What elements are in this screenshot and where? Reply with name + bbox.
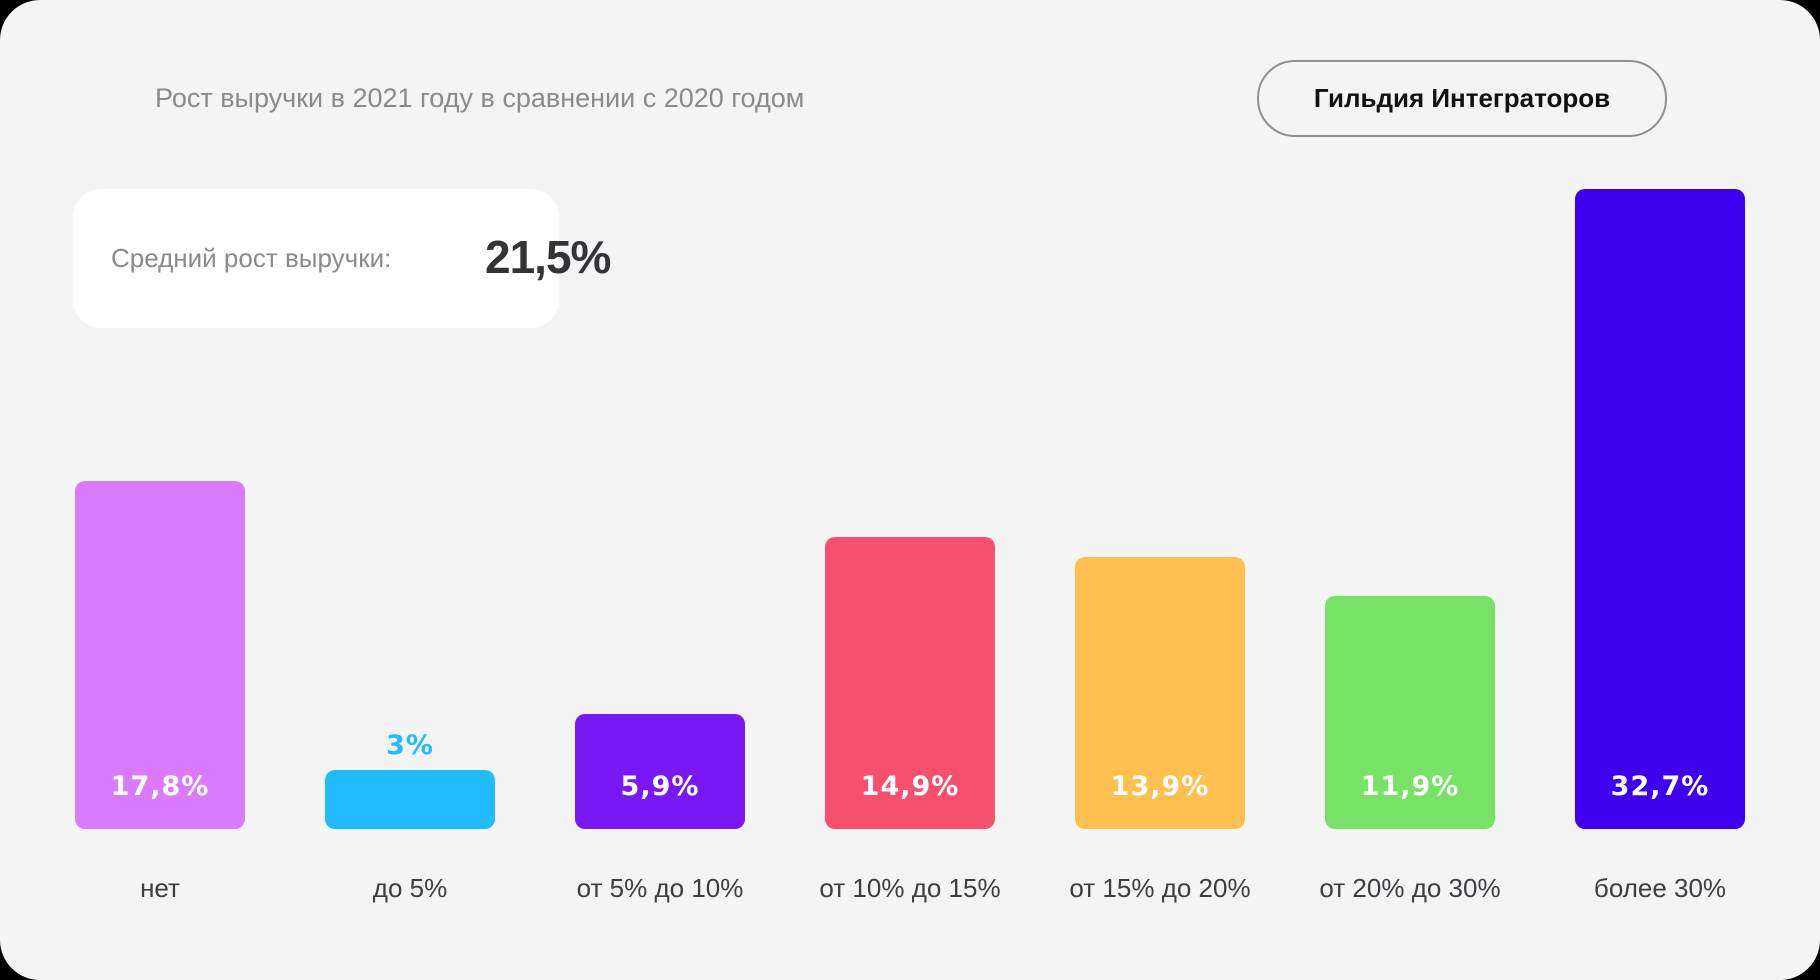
bar[interactable] (575, 714, 745, 829)
bar[interactable] (1575, 189, 1745, 829)
x-axis-label: от 20% до 30% (1319, 873, 1501, 903)
bar-value-label: 14,9% (860, 771, 960, 802)
x-axis-label: до 5% (372, 873, 448, 903)
x-axis-label: более 30% (1593, 873, 1727, 903)
brand-badge-button[interactable]: Гильдия Интеграторов (1257, 60, 1667, 137)
bar-value-label: 5,9% (620, 771, 700, 802)
bar[interactable] (75, 481, 245, 829)
x-axis-label: от 5% до 10% (576, 873, 744, 903)
average-growth-value: 21,5% (485, 231, 611, 283)
bar-value-label: 17,8% (110, 771, 210, 802)
chart-title: Рост выручки в 2021 году в сравнении с 2… (155, 83, 805, 113)
average-growth-card: Средний рост выручки: 21,5% (73, 189, 611, 328)
bar-value-label: 3% (386, 730, 434, 761)
bar[interactable] (1075, 557, 1245, 829)
x-axis-label: от 10% до 15% (819, 873, 1001, 903)
bar[interactable] (325, 770, 495, 829)
bar-value-label: 11,9% (1360, 771, 1460, 802)
average-growth-label: Средний рост выручки: (111, 243, 392, 273)
bar-value-label: 32,7% (1610, 771, 1710, 802)
bar[interactable] (1325, 596, 1495, 829)
x-axis-label: нет (140, 873, 180, 903)
x-axis-label: от 15% до 20% (1069, 873, 1251, 903)
bar[interactable] (825, 537, 995, 829)
bar-value-label: 13,9% (1110, 771, 1210, 802)
